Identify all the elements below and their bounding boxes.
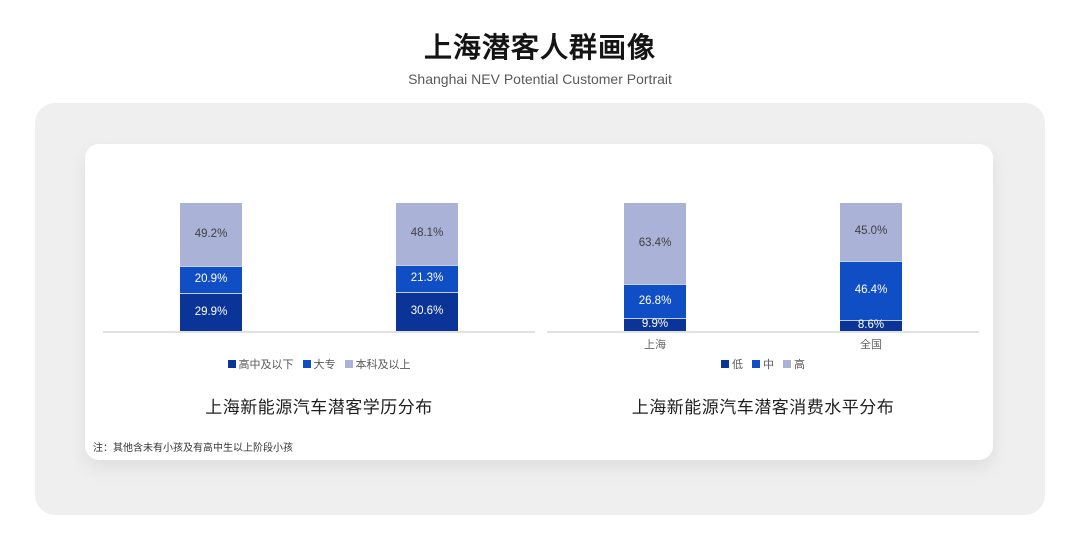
bar-segment: 21.3% [396, 264, 458, 292]
bar-value-label: 9.9% [641, 318, 669, 331]
bar-value-label: 48.1% [410, 227, 444, 240]
legend-swatch-icon [302, 360, 311, 368]
bar-value-label: 30.6% [410, 305, 444, 318]
background-panel: 49.2% 20.9% 29.9% 48.1% 21.3% 30.6% 高中及以下 大专 本科及… [35, 103, 1045, 515]
page-subtitle: Shanghai NEV Potential Customer Portrait [408, 71, 672, 87]
bar-segment: 49.2% [180, 203, 242, 266]
bar-value-label: 21.3% [410, 271, 444, 284]
legend-item: 高中及以下 [227, 356, 294, 372]
bar-segment: 30.6% [396, 291, 458, 331]
legend-item: 低 [721, 356, 743, 372]
bar: 49.2% 20.9% 29.9% [180, 203, 242, 331]
legend-swatch-icon [783, 360, 791, 368]
report-header: 上海潜客人群画像 Shanghai NEV Potential Customer… [0, 26, 1080, 87]
x-axis-labels: 上海 全国 [547, 336, 979, 351]
bar-segment: 8.6% [840, 320, 902, 331]
charts-row: 49.2% 20.9% 29.9% 48.1% 21.3% 30.6% 高中及以下 大专 本科及… [103, 202, 993, 418]
legend-label: 大专 [313, 359, 336, 371]
bar: 63.4% 26.8% 9.9% [624, 202, 686, 331]
bar-value-label: 8.6% [857, 319, 885, 332]
bar-segment: 29.9% [180, 292, 242, 331]
bar-segment: 20.9% [180, 265, 242, 293]
legend-item: 本科及以上 [344, 356, 411, 372]
bar: 48.1% 21.3% 30.6% [396, 203, 458, 331]
bar-value-label: 29.9% [194, 305, 228, 318]
consumption-level-chart: 63.4% 26.8% 9.9% 45.0% 46.4% 8.6% 上海 全国低 中 高上海新能源… [547, 202, 979, 418]
chart-title: 上海新能源汽车潜客学历分布 [205, 398, 433, 417]
x-axis-labels [103, 336, 535, 349]
x-axis-line [103, 331, 535, 333]
plot-area: 63.4% 26.8% 9.9% 45.0% 46.4% 8.6% [547, 202, 979, 333]
bar-value-label: 49.2% [194, 227, 228, 240]
legend-swatch-icon [344, 360, 353, 368]
legend-label: 高 [794, 359, 805, 371]
chart-card: 49.2% 20.9% 29.9% 48.1% 21.3% 30.6% 高中及以下 大专 本科及… [85, 144, 993, 460]
bar-value-label: 46.4% [854, 284, 888, 297]
legend-swatch-icon [721, 360, 729, 368]
legend-item: 高 [783, 356, 805, 372]
chart-title: 上海新能源汽车潜客消费水平分布 [631, 398, 895, 417]
legend-item: 中 [752, 356, 774, 372]
legend-label: 高中及以下 [238, 359, 294, 371]
bar-segment: 46.4% [840, 260, 902, 320]
x-axis-label: 上海 [644, 339, 666, 351]
x-axis-label: 全国 [860, 339, 882, 351]
bar-segment: 26.8% [624, 284, 686, 319]
bar-segment: 9.9% [624, 318, 686, 331]
footnote: 注：其他含未有小孩及有高中生以上阶段小孩 [93, 443, 293, 454]
bar-segment: 48.1% [396, 203, 458, 265]
bar-value-label: 26.8% [638, 294, 672, 307]
legend-label: 本科及以上 [355, 359, 411, 371]
bar: 45.0% 46.4% 8.6% [840, 203, 902, 331]
legend-label: 中 [763, 359, 774, 371]
chart-legend: 高中及以下 大专 本科及以上 [103, 356, 535, 372]
bar-segment: 45.0% [840, 203, 902, 261]
bar-value-label: 45.0% [854, 225, 888, 238]
plot-area: 49.2% 20.9% 29.9% 48.1% 21.3% 30.6% [103, 203, 535, 333]
x-axis-line [547, 331, 979, 333]
bar-value-label: 20.9% [194, 273, 228, 286]
legend-label: 低 [732, 359, 743, 371]
bar-segment: 63.4% [624, 202, 686, 285]
legend-swatch-icon [227, 360, 236, 368]
chart-legend: 低中高 [547, 356, 979, 372]
bar-value-label: 63.4% [638, 236, 672, 249]
page-title: 上海潜客人群画像 [423, 32, 656, 63]
legend-item: 大专 [302, 356, 336, 372]
legend-swatch-icon [752, 360, 760, 368]
education-distribution-chart: 49.2% 20.9% 29.9% 48.1% 21.3% 30.6% 高中及以下 大专 本科及… [103, 203, 535, 418]
